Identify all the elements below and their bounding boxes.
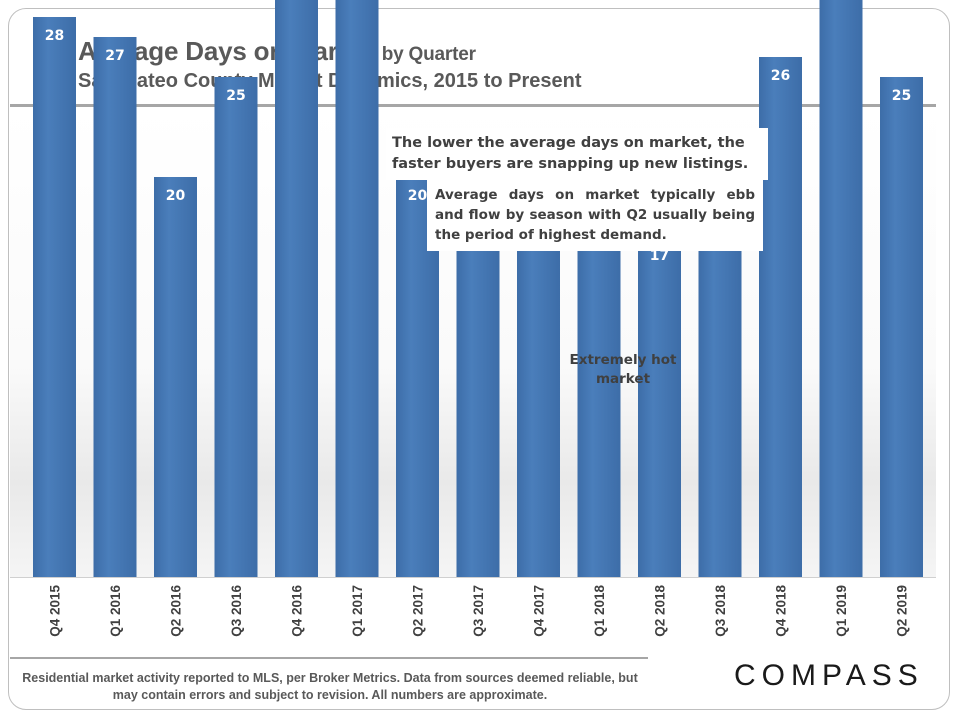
bar-q2-2019 [880,77,923,577]
x-tick-label: Q1 2019 [834,585,849,637]
x-tick-label: Q1 2018 [592,585,607,637]
data-label: 30 [287,0,307,4]
bar-q1-2017 [335,0,379,577]
x-tick-label: Q2 2017 [411,585,426,637]
x-tick-label: Q1 2017 [350,585,365,637]
x-tick-label: Q2 2018 [653,585,668,637]
data-label: 20 [408,188,428,204]
x-tick-label: Q4 2015 [48,585,63,637]
x-tick-label: Q3 2017 [471,585,486,637]
bar-q1-2018 [577,197,621,577]
bar-q4-2016 [275,0,318,577]
x-tick-label: Q4 2018 [774,585,789,637]
x-tick-label: Q4 2016 [290,585,305,637]
data-label: 28 [45,28,64,44]
data-label: 30 [347,0,367,4]
footnote: Residential market activity reported to … [22,671,638,702]
bar-q1-2016 [93,37,137,577]
data-label: 20 [166,188,186,204]
annotation-seasonal: Average days on market typically ebb and… [427,179,763,251]
x-tick-label: Q2 2016 [169,585,184,637]
title-by-quarter: by Quarter [381,44,476,65]
annotation-hot-market: Extremely hot market [569,352,677,387]
data-label: 27 [105,48,124,64]
chart-subtitle: San Mateo County Market Dynamics, 2015 t… [78,70,582,92]
data-label: 26 [771,68,790,84]
x-tick-label: Q2 2019 [895,585,910,637]
bar-q2-2018 [638,237,681,577]
x-tick-label: Q3 2016 [229,585,244,637]
bar-q4-2015 [33,17,76,577]
data-label: 25 [892,88,911,104]
annotation-lower-days: The lower the average days on market, th… [386,128,768,180]
data-label: 25 [226,88,245,104]
x-tick-label: Q4 2017 [532,585,547,637]
title-divider [10,104,936,107]
bar-q1-2019 [819,0,863,577]
data-label: 17 [650,248,669,264]
x-tick-label: Q1 2016 [108,585,123,637]
bar-q2-2016 [154,177,197,577]
x-tick-label: Q3 2018 [713,585,728,637]
footer-divider [10,657,648,659]
compass-logo: COMPASS [734,659,924,692]
bar-q3-2016 [214,77,258,577]
